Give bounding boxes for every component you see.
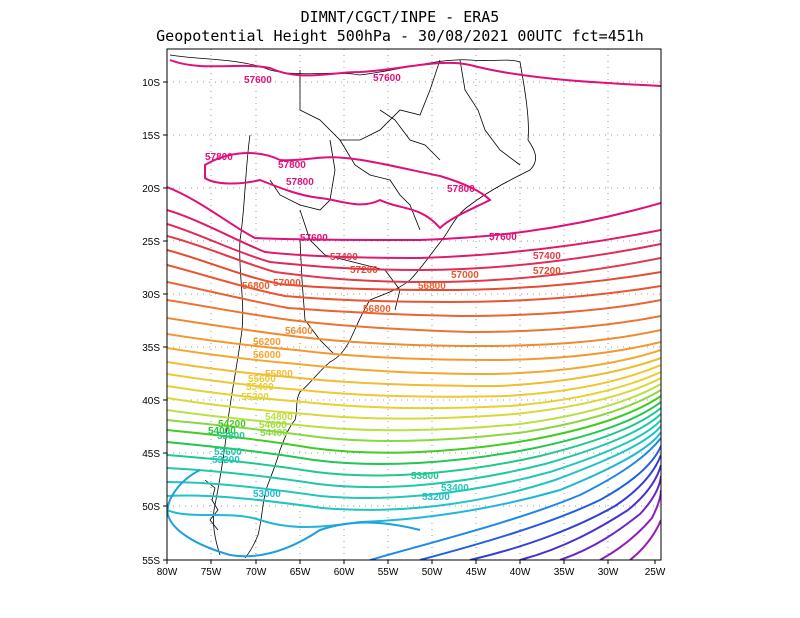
lon-tick-label: 40W — [510, 567, 531, 578]
lon-tick-label: 35W — [554, 567, 575, 578]
contour-label: 53000 — [253, 489, 281, 500]
lon-tick-label: 80W — [157, 567, 178, 578]
contour-label: 53800 — [411, 471, 439, 482]
contour-label: 53400 — [213, 444, 241, 455]
contour-label: 54200 — [218, 419, 246, 430]
contour-label: 56400 — [285, 326, 313, 337]
contour-label: 57200 — [533, 266, 561, 277]
contour-label: 56800 — [242, 281, 270, 292]
lon-tick-label: 30W — [598, 567, 619, 578]
contour-label: 57600 — [373, 73, 401, 84]
lon-tick-label: 50W — [422, 567, 443, 578]
lat-tick-label: 45S — [142, 449, 160, 460]
contour-label: 57800 — [205, 152, 233, 163]
contour-labels: 57600 57600 57800 57800 57800 57800 5760… — [205, 73, 561, 503]
lon-tick-label: 65W — [290, 567, 311, 578]
contour-label: 57600 — [244, 75, 272, 86]
contour-label: 57800 — [286, 177, 314, 188]
contour-label: 57200 — [350, 265, 378, 276]
contour-label: 55800 — [265, 369, 293, 380]
contour-lines — [167, 59, 661, 560]
contour-label: 57800 — [447, 184, 475, 195]
lon-tick-label: 60W — [334, 567, 355, 578]
contour-label: 56200 — [253, 337, 281, 348]
lat-tick-label: 20S — [142, 184, 160, 195]
map-title-line1: DIMNT/CGCT/INPE - ERA5 — [300, 8, 500, 26]
lon-tick-label: 75W — [201, 567, 222, 578]
lat-tick-label: 50S — [142, 502, 160, 513]
contour-label: 55600 — [248, 374, 276, 385]
lat-tick-label: 40S — [142, 396, 160, 407]
lat-axis: 10S 15S 20S 25S 30S 35S 40S 45S 50S 55S — [142, 78, 167, 567]
lat-tick-label: 55S — [142, 556, 160, 567]
contour-label: 55400 — [246, 382, 274, 393]
contour-label: 54600 — [259, 420, 287, 431]
contour-label: 57000 — [451, 270, 479, 281]
lat-tick-label: 35S — [142, 343, 160, 354]
contour-label: 53400 — [441, 483, 469, 494]
contour-label: 57600 — [300, 233, 328, 244]
contour-label: 53600 — [214, 447, 242, 458]
map-title-line2: Geopotential Height 500hPa - 30/08/2021 … — [156, 27, 644, 45]
lon-tick-label: 45W — [466, 567, 487, 578]
contour-label: 54000 — [208, 426, 236, 437]
lat-tick-label: 10S — [142, 78, 160, 89]
lon-tick-label: 55W — [378, 567, 399, 578]
contour-label: 56000 — [253, 350, 281, 361]
contour-label: 57000 — [273, 278, 301, 289]
contour-label: 57400 — [330, 252, 358, 263]
lon-tick-label: 70W — [246, 567, 267, 578]
coastlines — [169, 54, 537, 559]
lat-tick-label: 15S — [142, 131, 160, 142]
contour-label: 57400 — [533, 251, 561, 262]
contour-label: 56800 — [418, 281, 446, 292]
lon-tick-label: 25W — [645, 567, 666, 578]
contour-label: 54400 — [260, 428, 288, 439]
graticule — [167, 49, 661, 560]
contour-label: 53800 — [217, 431, 245, 442]
lat-tick-label: 25S — [142, 237, 160, 248]
lon-axis: 80W 75W 70W 65W 60W 55W 50W 45W 40W 35W … — [157, 560, 666, 578]
contour-label: 57800 — [278, 160, 306, 171]
contour-label: 54800 — [265, 412, 293, 423]
contour-label: 55200 — [241, 392, 269, 403]
contour-label: 56800 — [363, 304, 391, 315]
contour-label: 53200 — [212, 455, 240, 466]
plot-frame — [166, 48, 662, 561]
lat-tick-label: 30S — [142, 290, 160, 301]
contour-label: 57600 — [489, 232, 517, 243]
contour-label: 53200 — [422, 492, 450, 503]
